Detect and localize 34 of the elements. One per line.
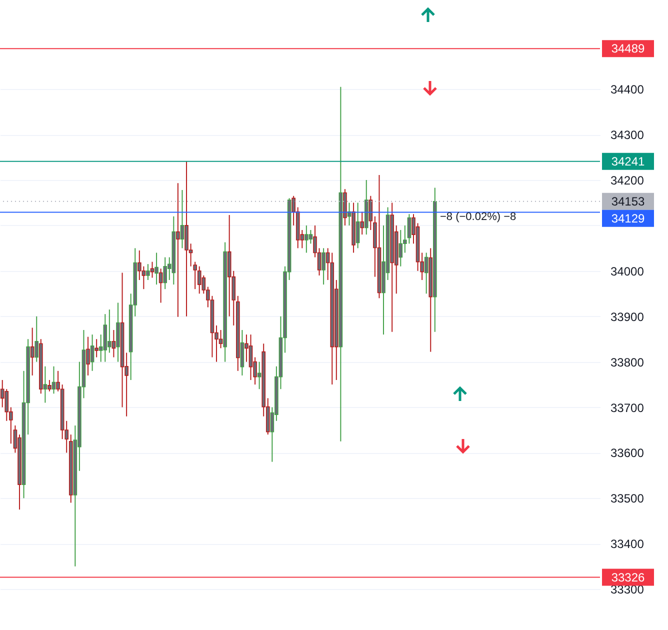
- candlestick: [176, 182, 180, 318]
- y-tick-label: 34300: [610, 128, 644, 142]
- candlestick: [356, 202, 360, 249]
- candlestick: [52, 366, 56, 394]
- y-tick-label: 33400: [610, 537, 644, 552]
- y-tick-label: 33600: [610, 446, 644, 460]
- candlestick: [424, 252, 428, 294]
- candlestick: [197, 266, 202, 294]
- candlestick: [90, 334, 94, 372]
- candlestick: [48, 380, 52, 392]
- y-tick-label: 33900: [610, 310, 644, 324]
- candlestick: [322, 248, 326, 286]
- candlestick: [180, 190, 184, 249]
- ref-line-label: 34241: [611, 154, 646, 168]
- candlestick: [398, 230, 403, 267]
- candlestick: [142, 266, 146, 290]
- y-tick-label: 33800: [610, 355, 644, 370]
- y-tick-label: 33700: [610, 400, 644, 415]
- candlestick: [158, 268, 163, 304]
- y-tick-label: 34200: [610, 174, 644, 188]
- ref-line-label: 33326: [611, 570, 646, 584]
- candlestick: [248, 334, 253, 380]
- ref-line-label: 34129: [611, 211, 646, 226]
- candlestick: [154, 252, 158, 286]
- annotation: −8 (−0.02%) −8: [440, 211, 516, 223]
- y-tick-label: 34400: [610, 82, 644, 97]
- candlestick: [146, 264, 150, 280]
- y-tick-label: 34000: [610, 264, 644, 278]
- candlestick: [150, 261, 154, 278]
- y-tick-label: 33300: [610, 582, 644, 597]
- candlestick: [407, 214, 412, 244]
- ref-line-label: 34489: [611, 42, 646, 56]
- y-tick-label: 33500: [610, 492, 644, 506]
- ref-line-label: 34153: [611, 194, 646, 208]
